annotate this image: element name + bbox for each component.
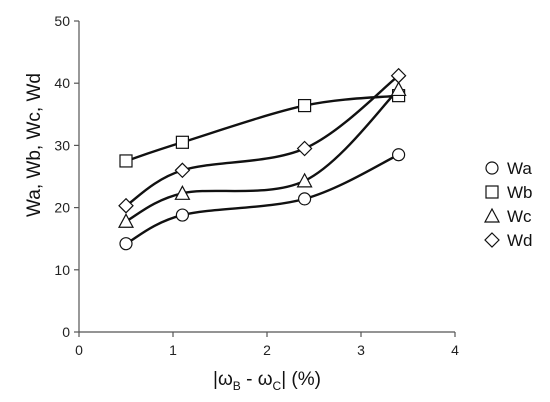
y-tick-label: 40: [54, 75, 70, 91]
x-axis-title-suffix: | (%): [281, 369, 321, 390]
x-tick-label: 0: [75, 342, 83, 358]
legend-marker-wb: [485, 185, 499, 199]
data-point-wd: [118, 197, 134, 214]
data-point-wd: [174, 162, 191, 179]
data-point-wb: [119, 154, 133, 168]
x-tick-label: 2: [263, 342, 271, 358]
series-line-wa: [125, 153, 400, 245]
x-axis-title-sub1: B: [233, 379, 241, 393]
data-point-wc: [117, 213, 135, 228]
data-point-wd: [296, 140, 313, 157]
x-axis-title: |ωB - ωC| (%): [213, 369, 321, 393]
x-tick-label: 4: [451, 342, 459, 358]
series-line-wd: [125, 74, 400, 207]
series-line-wc: [125, 88, 400, 223]
data-point-wb: [175, 135, 189, 149]
y-tick-label: 10: [54, 262, 70, 278]
legend-marker-wd: [484, 232, 500, 248]
legend-label-wa: Wa: [507, 159, 532, 178]
data-point-wa: [298, 192, 312, 206]
series-line-wb: [125, 94, 399, 163]
legend-label-wd: Wd: [507, 231, 533, 250]
data-point-wc: [296, 172, 313, 188]
data-point-wc: [390, 81, 407, 97]
y-tick-label: 20: [54, 200, 70, 216]
data-point-wa: [175, 208, 189, 222]
series-lines: [125, 74, 400, 245]
legend-label-wb: Wb: [507, 183, 533, 202]
data-point-wc: [174, 185, 191, 200]
data-point-wb: [298, 98, 312, 113]
x-axis-title-mid: - ω: [241, 369, 273, 390]
x-tick-label: 3: [357, 342, 365, 358]
y-tick-label: 50: [54, 13, 70, 29]
legend-label-wc: Wc: [507, 207, 532, 226]
axes: 0 10 20 30 40 50 0 1 2 3 4: [54, 13, 459, 358]
x-tick-label: 1: [169, 342, 177, 358]
x-axis-title-prefix: |ω: [213, 369, 233, 390]
legend-marker-wc: [483, 207, 501, 223]
x-axis-title-sub2: C: [273, 379, 282, 393]
y-tick-label: 0: [62, 324, 70, 340]
y-tick-label: 30: [54, 137, 70, 153]
legend: Wa Wb Wc Wd: [483, 159, 533, 250]
data-point-wa: [392, 148, 406, 162]
data-point-wd: [390, 67, 407, 84]
series-markers: [117, 67, 407, 251]
data-point-wa: [119, 237, 133, 251]
y-axis-title: Wa, Wb, Wc, Wd: [24, 73, 45, 217]
legend-marker-wa: [485, 161, 499, 175]
